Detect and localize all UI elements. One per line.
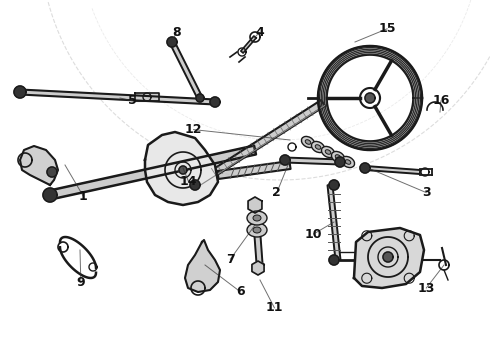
Polygon shape	[20, 90, 215, 104]
Text: 8: 8	[172, 26, 181, 39]
Polygon shape	[14, 86, 26, 98]
Polygon shape	[360, 163, 370, 173]
Text: 15: 15	[378, 22, 396, 35]
Ellipse shape	[342, 157, 355, 167]
Polygon shape	[179, 166, 187, 174]
Ellipse shape	[253, 215, 261, 221]
Ellipse shape	[345, 160, 351, 164]
Text: 4: 4	[255, 26, 264, 39]
Text: 9: 9	[76, 276, 85, 289]
Ellipse shape	[305, 140, 311, 144]
Polygon shape	[329, 255, 339, 265]
Text: 12: 12	[185, 123, 202, 136]
Text: 3: 3	[422, 186, 431, 199]
Polygon shape	[193, 100, 325, 188]
Ellipse shape	[331, 152, 344, 163]
Text: 7: 7	[226, 253, 235, 266]
Text: 14: 14	[180, 175, 197, 188]
Ellipse shape	[247, 211, 267, 225]
Text: 11: 11	[266, 301, 283, 314]
Polygon shape	[47, 167, 57, 177]
Polygon shape	[49, 145, 256, 199]
Ellipse shape	[253, 227, 261, 233]
Ellipse shape	[335, 155, 341, 159]
Polygon shape	[365, 166, 420, 174]
Polygon shape	[135, 93, 159, 101]
Polygon shape	[145, 132, 218, 205]
Polygon shape	[329, 180, 339, 190]
Ellipse shape	[315, 145, 321, 149]
Text: 2: 2	[272, 186, 281, 199]
Polygon shape	[43, 188, 57, 202]
Polygon shape	[252, 202, 263, 270]
Ellipse shape	[325, 150, 331, 154]
Text: 16: 16	[432, 94, 450, 107]
Text: 13: 13	[417, 282, 435, 294]
Ellipse shape	[301, 136, 315, 148]
Ellipse shape	[247, 223, 267, 237]
Polygon shape	[383, 252, 393, 262]
Polygon shape	[327, 185, 341, 260]
Polygon shape	[196, 94, 204, 102]
Polygon shape	[280, 155, 290, 165]
Ellipse shape	[321, 147, 335, 158]
Polygon shape	[365, 93, 375, 103]
Polygon shape	[252, 261, 264, 275]
Polygon shape	[20, 146, 58, 185]
Polygon shape	[241, 36, 256, 53]
Polygon shape	[210, 97, 220, 107]
Polygon shape	[218, 161, 291, 179]
Polygon shape	[185, 240, 220, 292]
Polygon shape	[170, 41, 202, 99]
Polygon shape	[248, 197, 262, 213]
Polygon shape	[167, 37, 177, 47]
Text: 5: 5	[128, 94, 137, 107]
Text: 1: 1	[79, 190, 88, 203]
Polygon shape	[335, 157, 345, 167]
Polygon shape	[285, 158, 340, 165]
Text: 6: 6	[236, 285, 245, 298]
Polygon shape	[354, 228, 424, 288]
Text: 10: 10	[305, 228, 322, 240]
Polygon shape	[190, 180, 200, 190]
Ellipse shape	[312, 141, 324, 153]
